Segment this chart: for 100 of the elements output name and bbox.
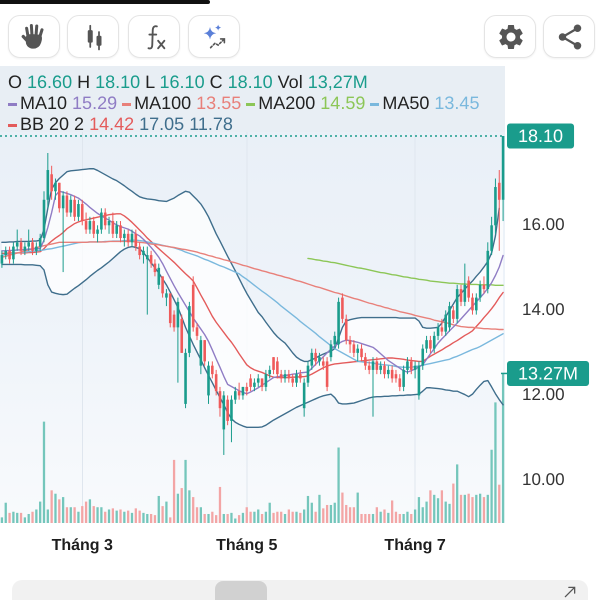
bar xyxy=(478,494,482,523)
candlestick xyxy=(264,369,268,392)
bar xyxy=(73,507,76,523)
bar xyxy=(356,492,359,523)
bar xyxy=(464,494,466,523)
bar xyxy=(368,514,370,523)
bar xyxy=(50,490,53,523)
text: O 16.60 H 18.10 L 16.10 C 18.10 Vol 13,27M xyxy=(8,72,368,92)
candlestick xyxy=(330,340,332,362)
legend-label: BB 20 2 xyxy=(20,114,84,134)
candlestick xyxy=(130,229,134,248)
candlestick xyxy=(341,292,344,324)
candlestick xyxy=(0,250,4,268)
ref-line-label: 18.10 xyxy=(518,126,564,146)
candlestick xyxy=(394,369,398,384)
bar xyxy=(100,507,103,523)
candlestick xyxy=(272,356,275,375)
candlestick xyxy=(425,335,428,354)
candlestick xyxy=(344,314,348,345)
candlestick xyxy=(62,190,64,273)
bar xyxy=(226,514,229,523)
candlestick xyxy=(467,276,470,302)
candlestick xyxy=(348,335,352,354)
candlestick xyxy=(226,394,229,426)
bar xyxy=(92,506,95,523)
candlestick xyxy=(318,352,321,366)
bar xyxy=(158,496,160,523)
candlestick xyxy=(245,382,248,396)
candlestick xyxy=(368,360,370,375)
candlestick xyxy=(218,386,222,418)
candlestick xyxy=(123,229,126,248)
bar xyxy=(280,512,282,523)
candlestick xyxy=(352,340,356,358)
candlestick xyxy=(432,331,436,354)
candlestick xyxy=(150,250,152,268)
candlestick xyxy=(498,170,501,252)
candlestick xyxy=(69,195,72,218)
bar xyxy=(376,507,378,523)
candlestick xyxy=(482,276,486,294)
bar xyxy=(257,509,260,523)
bar xyxy=(211,512,214,523)
candlestick xyxy=(154,258,156,277)
bar xyxy=(475,494,478,523)
candlestick xyxy=(448,301,451,332)
bar xyxy=(452,484,454,523)
y-tick-label: 12.00 xyxy=(522,385,565,404)
candlestick xyxy=(196,322,198,341)
bar xyxy=(288,509,290,523)
candlestick xyxy=(88,216,92,234)
candlestick xyxy=(119,220,122,243)
candlestick xyxy=(295,369,298,388)
bar xyxy=(150,514,152,523)
legend-label: MA50 xyxy=(382,93,430,113)
bar xyxy=(246,507,248,523)
y-tick-label: 14.00 xyxy=(522,300,565,320)
candlestick xyxy=(406,356,409,375)
candlestick xyxy=(410,356,413,375)
candlestick xyxy=(31,238,34,256)
bar xyxy=(70,507,72,523)
bar xyxy=(352,507,356,523)
bar xyxy=(326,504,328,523)
candlestick xyxy=(440,318,444,336)
candlestick xyxy=(38,233,42,252)
bar xyxy=(112,508,114,523)
candlestick xyxy=(268,365,272,379)
candlestick xyxy=(242,386,244,400)
candlestick xyxy=(100,208,103,234)
candlestick xyxy=(24,242,26,256)
candlestick xyxy=(436,322,440,341)
legend-label: MA10 xyxy=(20,93,68,113)
bar xyxy=(314,512,317,523)
annotation: 13.55 xyxy=(196,93,242,113)
candlestick xyxy=(77,199,80,222)
candlestick xyxy=(35,242,38,256)
bar xyxy=(433,494,436,523)
candlestick xyxy=(20,238,22,256)
candlestick xyxy=(157,263,160,290)
candlestick xyxy=(211,360,214,379)
candlestick xyxy=(429,335,432,354)
bar xyxy=(398,514,401,523)
bar xyxy=(238,515,240,523)
bar xyxy=(104,512,106,523)
candlestick xyxy=(364,352,367,370)
y-tick-label: 10.00 xyxy=(522,470,565,490)
bar xyxy=(498,484,500,523)
candlestick xyxy=(260,378,264,392)
candlestick xyxy=(146,246,149,316)
bar xyxy=(62,497,64,523)
candlestick xyxy=(8,246,11,264)
annotation: 14.42 xyxy=(89,114,134,134)
candlestick xyxy=(253,378,256,392)
bar xyxy=(444,502,447,523)
bar xyxy=(58,499,60,523)
x-tick-label: Tháng 5 xyxy=(216,537,278,554)
bar xyxy=(127,510,130,523)
candlestick xyxy=(475,292,478,316)
candlestick xyxy=(398,374,402,392)
candlestick xyxy=(314,348,317,366)
candlestick xyxy=(383,360,386,379)
candlestick xyxy=(214,369,218,396)
